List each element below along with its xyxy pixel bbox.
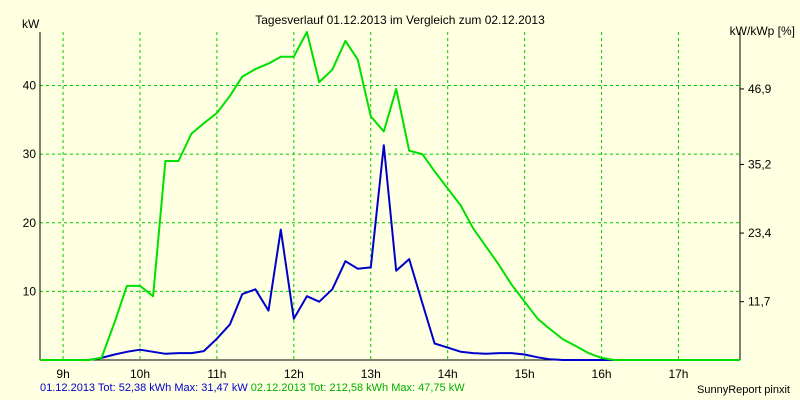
plot-area [40,32,740,360]
y-tick-label-right-2: 35,2 [748,157,772,171]
y-axis-right-label: kW/kWp [%] [730,24,795,38]
y-tick-label-right-0: 11,7 [748,295,771,309]
x-tick-labels: 9h 10h 11h 12h 13h 14h 15h 16h 17h [56,367,688,381]
x-tick-label-5: 14h [438,367,458,381]
x-tick-label-2: 11h [207,367,226,381]
series-line-2 [40,31,740,361]
grid [40,32,740,360]
y-tick-label-left-0: 10 [23,284,37,298]
y-tick-label-left-2: 30 [23,147,37,161]
x-tick-label-6: 15h [515,367,535,381]
y-axis-left-label: kW [22,17,40,31]
series-group [40,31,740,361]
y-tick-label-left-1: 20 [23,216,37,230]
legend-series-2: 02.12.2013 Tot: 212,58 kWh Max: 47,75 kW [250,382,465,394]
footer-credit: SunnyReport pinxit [697,384,790,396]
x-tick-label-0: 9h [56,367,69,381]
legend-series-1: 01.12.2013 Tot: 52,38 kWh Max: 31,47 kW [40,382,248,394]
x-tick-label-8: 17h [668,367,688,381]
legend: 01.12.2013 Tot: 52,38 kWh Max: 31,47 kW … [40,382,465,394]
chart-title: Tagesverlauf 01.12.2013 im Vergleich zum… [255,13,545,27]
x-tick-label-3: 12h [284,367,304,381]
y-tick-label-right-3: 46,9 [748,82,772,96]
x-tick-label-7: 16h [592,367,612,381]
y-tick-label-right-1: 23,4 [748,226,772,240]
y-tick-labels-left: 10 20 30 40 [23,79,37,299]
y-tick-label-left-3: 40 [23,79,37,93]
x-tick-label-4: 13h [361,367,381,381]
y-tick-labels-right: 11,7 23,4 35,2 46,9 [748,82,772,309]
x-tick-label-1: 10h [130,367,150,381]
